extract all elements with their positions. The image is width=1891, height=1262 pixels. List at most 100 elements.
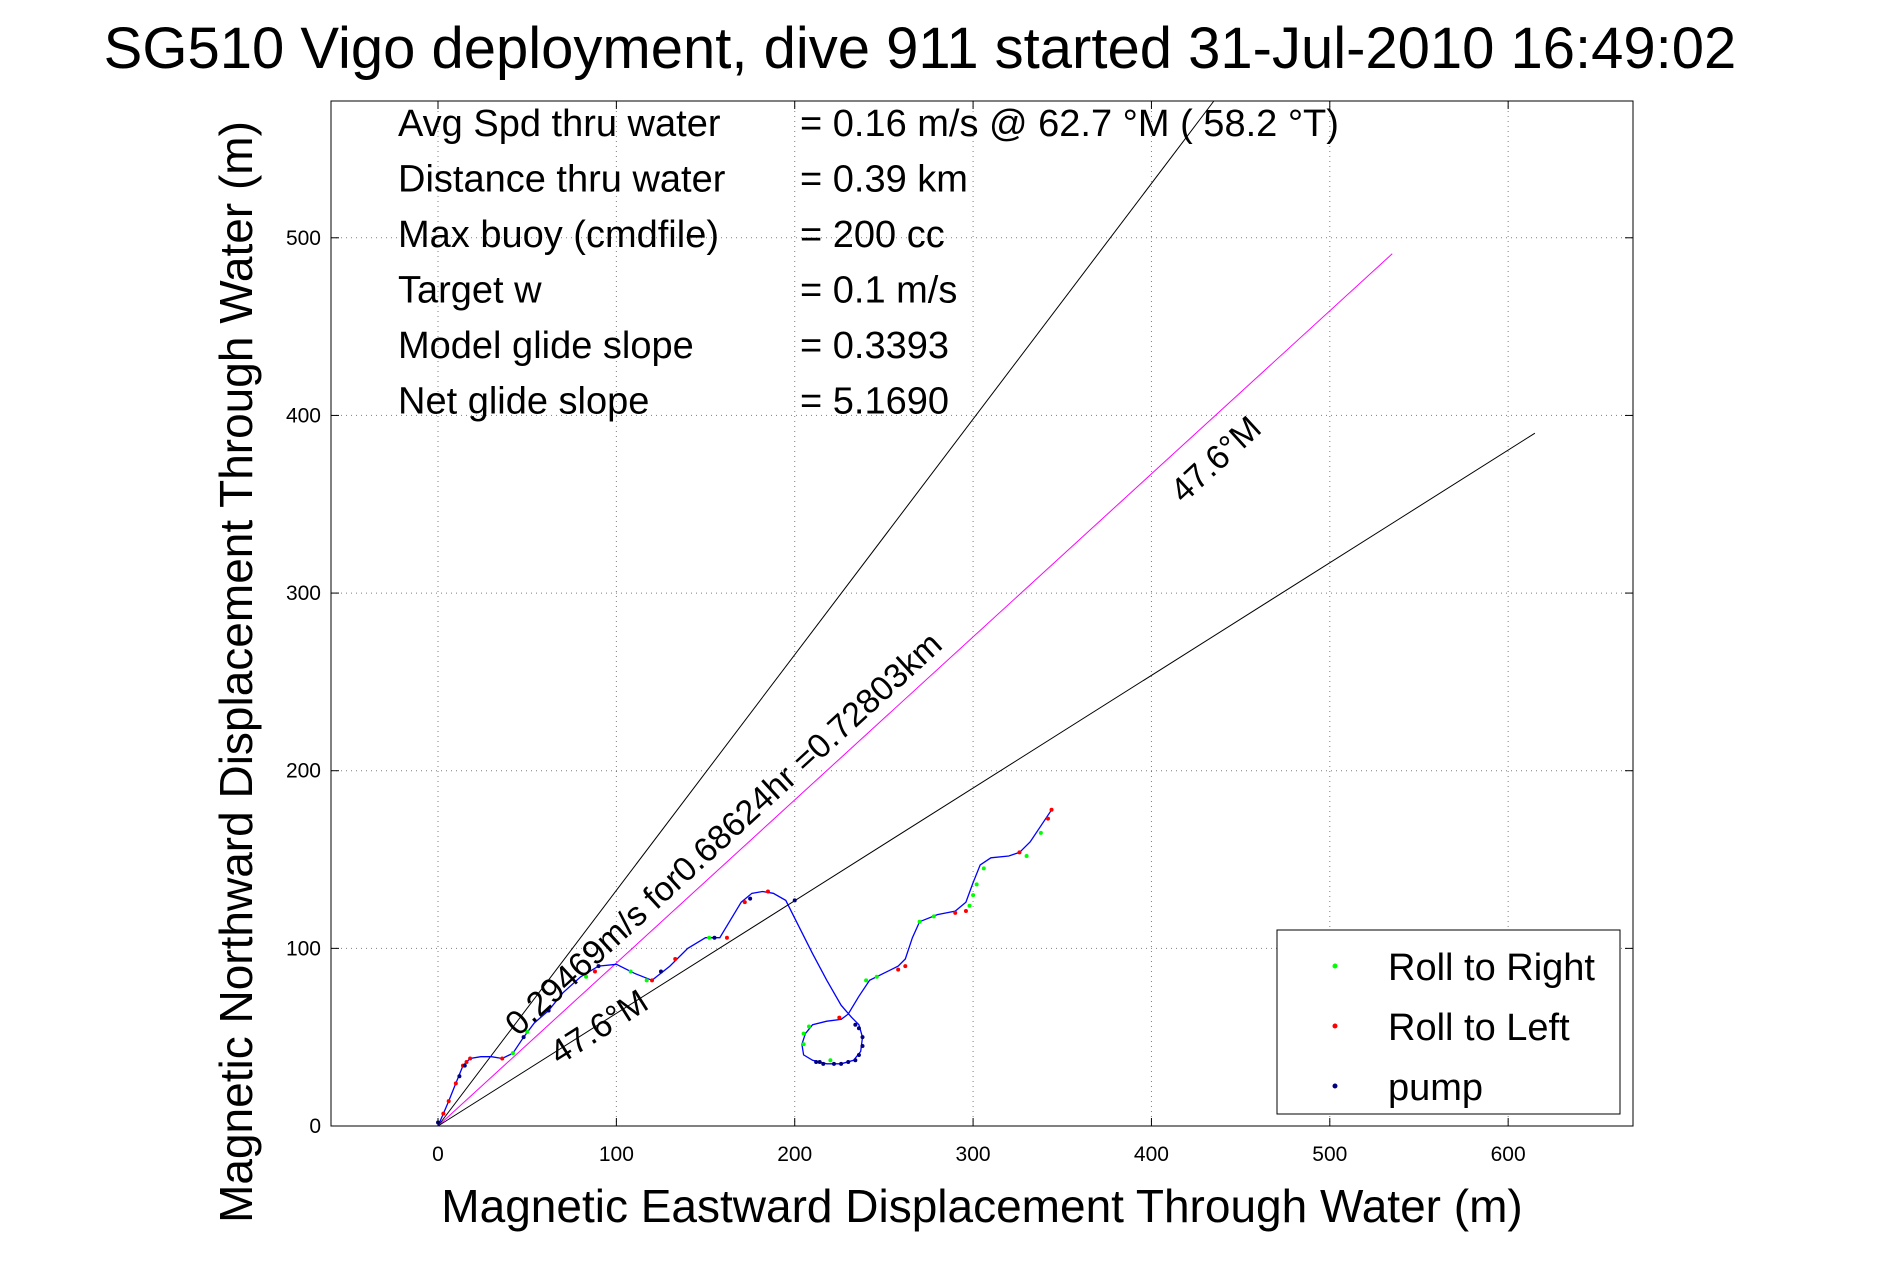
y-tick-label: 300 xyxy=(286,582,321,605)
pump-marker xyxy=(814,1060,819,1065)
legend-marker xyxy=(1332,1083,1338,1089)
x-tick-label: 0 xyxy=(432,1143,444,1166)
roll-to-left-marker xyxy=(963,909,968,914)
roll-to-right-marker xyxy=(967,903,972,908)
x-axis-ticks: 0 100 200 300 400 500 600 xyxy=(432,101,1526,1166)
roll-to-right-marker xyxy=(584,974,589,979)
x-tick-label: 300 xyxy=(956,1143,991,1166)
roll-to-right-marker xyxy=(828,1058,833,1063)
legend-marker xyxy=(1332,963,1338,969)
y-axis-label: Magnetic Northward Displacement Through … xyxy=(210,121,262,1223)
x-tick-label: 500 xyxy=(1312,1143,1347,1166)
pump-marker xyxy=(853,1058,858,1063)
x-tick-label: 200 xyxy=(777,1143,812,1166)
stat-value: = 0.3393 xyxy=(800,325,949,367)
pump-marker xyxy=(839,1061,844,1066)
y-tick-label: 0 xyxy=(309,1115,321,1138)
roll-to-right-marker xyxy=(801,1042,806,1047)
roll-to-left-marker xyxy=(742,900,747,905)
roll-to-left-marker xyxy=(953,910,958,915)
roll-to-right-marker xyxy=(1024,853,1029,858)
roll-to-left-marker xyxy=(896,967,901,972)
marker-series xyxy=(436,807,1054,1125)
pump-marker xyxy=(712,935,717,940)
reference-lines xyxy=(437,100,1536,1127)
roll-to-right-marker xyxy=(628,969,633,974)
pump-marker xyxy=(748,896,753,901)
legend-label: Roll to Left xyxy=(1388,1007,1570,1049)
stat-value: = 0.39 km xyxy=(800,159,968,201)
pump-marker xyxy=(792,898,797,903)
x-tick-label: 600 xyxy=(1491,1143,1526,1166)
stat-value: = 200 cc xyxy=(800,214,945,256)
pump-marker xyxy=(821,1061,826,1066)
roll-to-left-marker xyxy=(650,978,655,983)
roll-to-right-marker xyxy=(801,1031,806,1036)
roll-to-left-marker xyxy=(765,889,770,894)
roll-to-left-marker xyxy=(500,1056,505,1061)
roll-to-left-marker xyxy=(1049,807,1054,812)
roll-to-right-marker xyxy=(917,919,922,924)
pump-marker xyxy=(853,1022,858,1027)
y-tick-label: 500 xyxy=(286,227,321,250)
legend-label: pump xyxy=(1388,1067,1483,1109)
pump-marker xyxy=(462,1063,467,1068)
legend-box xyxy=(1276,929,1621,1115)
stat-label: Max buoy (cmdfile) xyxy=(398,214,719,256)
stat-value: = 5.1690 xyxy=(800,381,949,423)
grid xyxy=(331,101,1633,1127)
pump-marker xyxy=(457,1074,462,1079)
reference-line xyxy=(437,100,1215,1127)
roll-to-right-marker xyxy=(874,974,879,979)
y-tick-label: 100 xyxy=(286,937,321,960)
stat-label: Distance thru water xyxy=(398,159,726,201)
chart-title: SG510 Vigo deployment, dive 911 started … xyxy=(104,16,1737,81)
y-tick-label: 200 xyxy=(286,760,321,783)
y-axis-ticks: 0 100 200 300 400 500 xyxy=(286,227,1633,1138)
reference-line xyxy=(437,253,1393,1127)
pump-marker xyxy=(831,1061,836,1066)
stat-label: Net glide slope xyxy=(398,381,649,423)
track-series xyxy=(437,809,1053,1127)
stat-label: Model glide slope xyxy=(398,325,694,367)
roll-to-right-marker xyxy=(981,866,986,871)
pump-marker xyxy=(856,1052,861,1057)
roll-to-right-marker xyxy=(644,978,649,983)
pump-marker xyxy=(546,1008,551,1013)
pump-marker xyxy=(856,1026,861,1031)
legend-label: Roll to Right xyxy=(1388,947,1595,989)
pump-marker xyxy=(846,1060,851,1065)
x-tick-label: 400 xyxy=(1134,1143,1169,1166)
roll-to-right-marker xyxy=(525,1029,530,1034)
roll-to-right-marker xyxy=(931,914,936,919)
stat-value: = 0.1 m/s xyxy=(800,270,957,312)
roll-to-left-marker xyxy=(1017,850,1022,855)
roll-to-left-marker xyxy=(446,1099,451,1104)
track-line xyxy=(437,809,1053,1127)
pump-marker xyxy=(817,1060,822,1065)
roll-to-right-marker xyxy=(974,882,979,887)
roll-to-left-marker xyxy=(673,957,678,962)
pump-marker xyxy=(521,1035,526,1040)
pump-marker xyxy=(860,1044,865,1049)
roll-to-right-marker xyxy=(806,1024,811,1029)
x-axis-label: Magnetic Eastward Displacement Through W… xyxy=(441,1180,1522,1232)
roll-to-left-marker xyxy=(592,969,597,974)
x-tick-label: 100 xyxy=(599,1143,634,1166)
pump-marker xyxy=(658,969,663,974)
reference-line xyxy=(437,432,1536,1127)
legend-marker xyxy=(1332,1023,1338,1029)
roll-to-right-marker xyxy=(864,978,869,983)
roll-to-left-marker xyxy=(837,1015,842,1020)
roll-to-right-marker xyxy=(971,893,976,898)
roll-to-right-marker xyxy=(510,1051,515,1056)
roll-to-left-marker xyxy=(724,935,729,940)
stat-label: Target w xyxy=(398,270,542,312)
pump-marker xyxy=(860,1035,865,1040)
stat-value: = 0.16 m/s @ 62.7 °M ( 58.2 °T) xyxy=(800,103,1339,145)
roll-to-left-marker xyxy=(468,1056,473,1061)
roll-to-left-marker xyxy=(464,1060,469,1065)
roll-to-left-marker xyxy=(903,964,908,969)
pump-marker xyxy=(596,964,601,969)
